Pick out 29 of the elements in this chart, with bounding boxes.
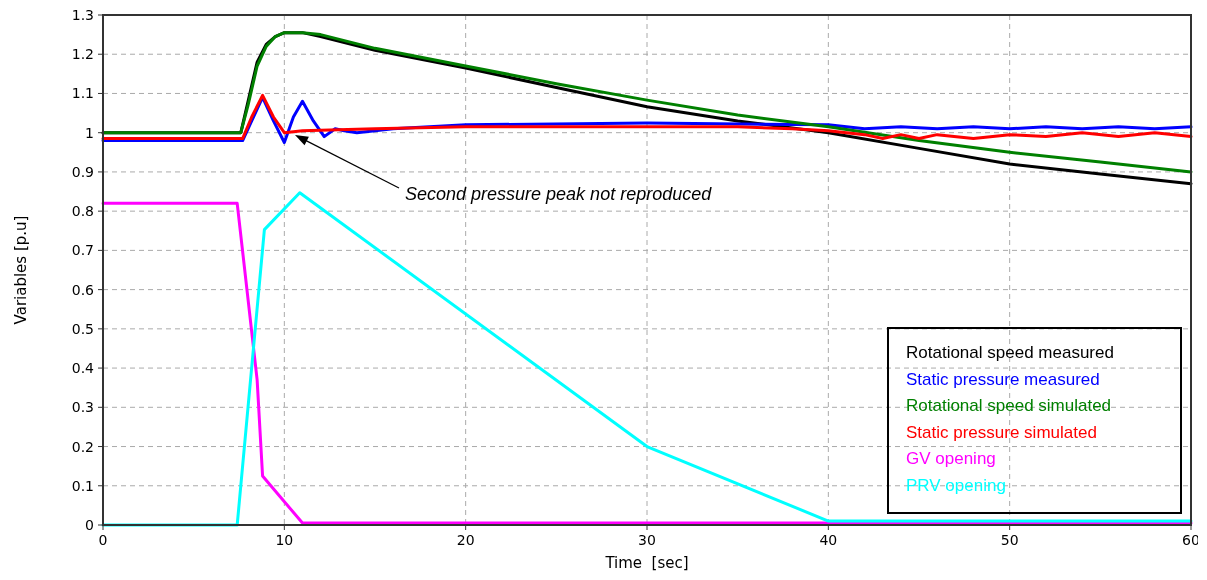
x-tick-label: 40: [819, 532, 838, 548]
y-tick-label: 0.8: [71, 203, 94, 220]
text: Static pressure measured: [906, 369, 1100, 389]
x-tick-label: 50: [1000, 532, 1019, 548]
y-tick-label: 0.3: [71, 399, 94, 416]
x-tick-label: 0: [98, 532, 108, 548]
text: GV opening: [906, 449, 996, 468]
y-tick-label: 0: [85, 517, 94, 533]
series-label: PRV opening: [906, 475, 1006, 495]
x-tick-label: 10: [275, 532, 294, 548]
y-tick-label: 1.2: [71, 46, 94, 63]
text: Rotational speed measured: [906, 343, 1114, 362]
annotation: Second pressure peak not reproduced: [405, 184, 713, 204]
x-tick-label: 30: [638, 532, 656, 548]
text: Rotational speed simulated: [906, 396, 1112, 415]
y-tick-label: 1.3: [71, 7, 94, 23]
x-axis-title: Time [sec]: [604, 554, 689, 572]
y-tick-label: 1: [85, 124, 94, 141]
y-tick-label: 0.4: [71, 360, 95, 377]
y-tick-label: 1.1: [71, 85, 94, 102]
y-tick-label: 0.5: [71, 320, 94, 337]
text: Static pressure simulated: [906, 422, 1097, 442]
y-tick-label: 0.7: [71, 242, 94, 259]
y-tick-label: 0.1: [71, 477, 94, 494]
y-tick-label: 0.6: [71, 281, 95, 298]
y-axis-title: Variables [p.u]: [12, 215, 30, 325]
x-tick-label: 20: [456, 532, 475, 548]
y-tick-label: 0.9: [71, 163, 94, 180]
y-tick-label: 0.2: [71, 438, 94, 455]
